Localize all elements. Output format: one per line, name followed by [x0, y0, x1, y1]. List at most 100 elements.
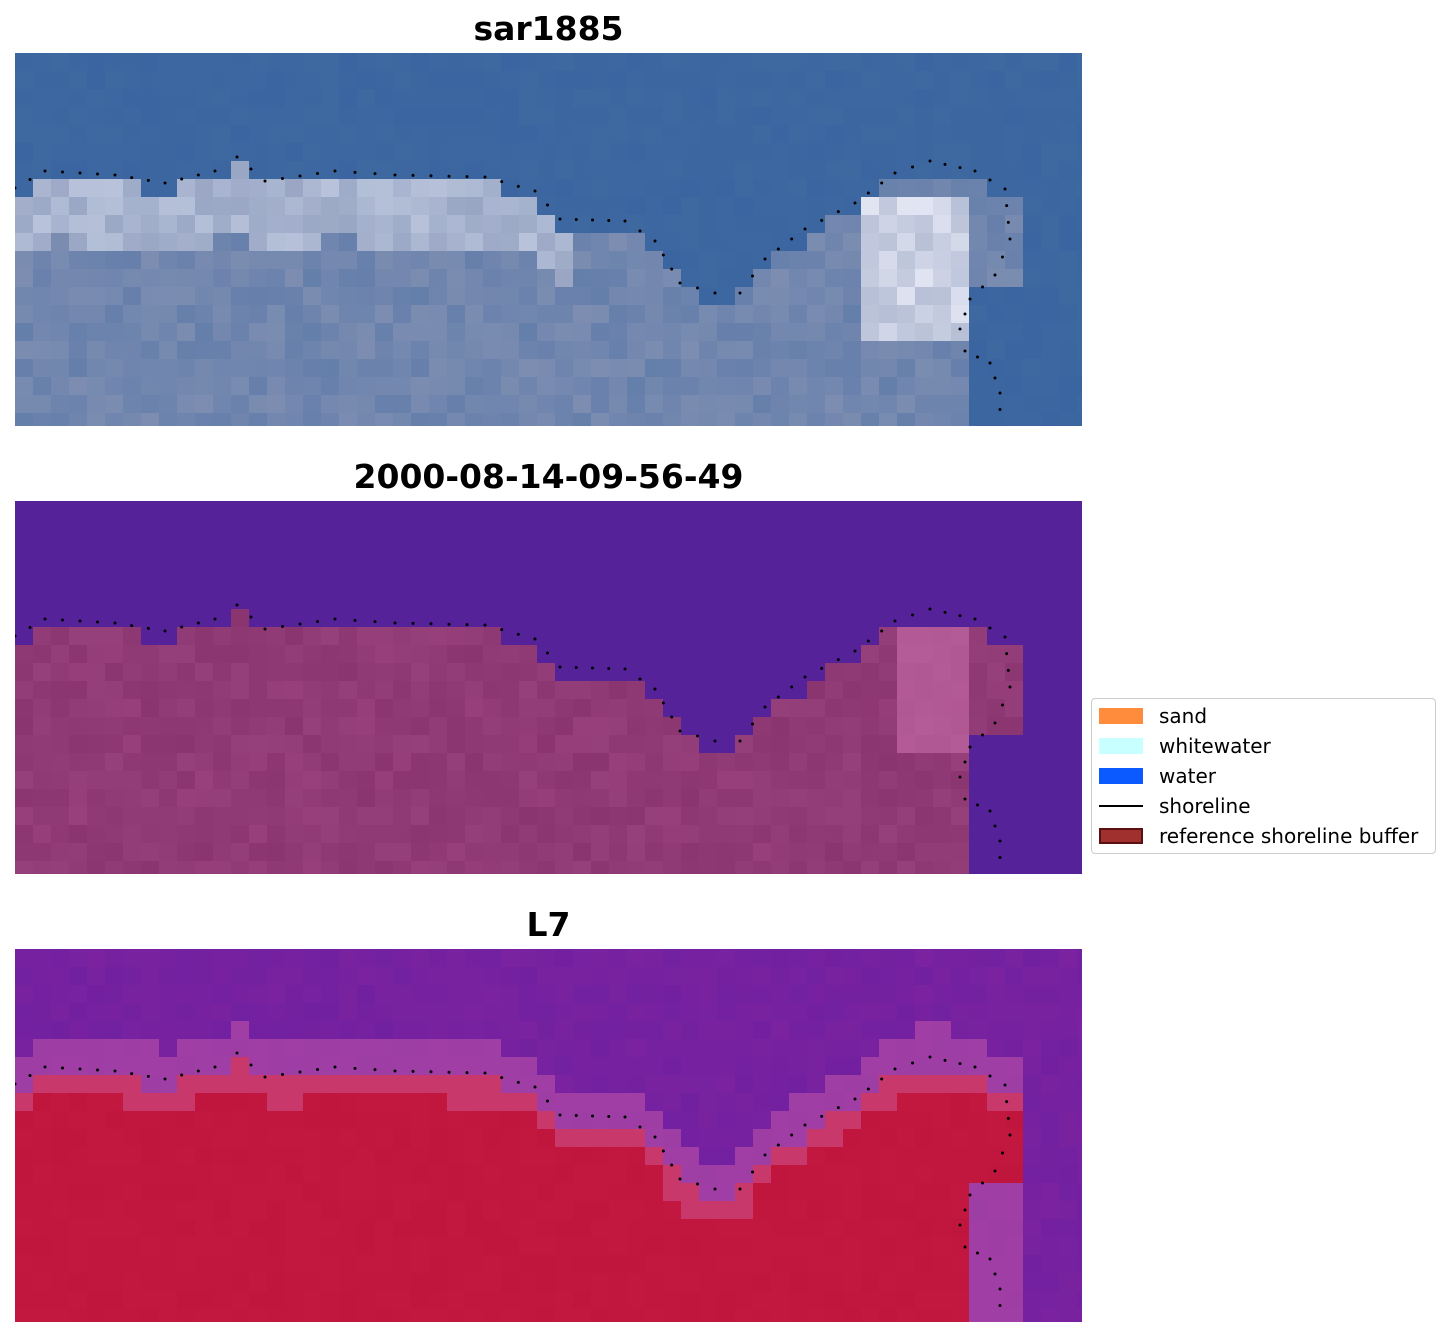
raster-pixel [699, 843, 718, 862]
raster-pixel [15, 341, 34, 360]
raster-pixel [303, 1057, 322, 1076]
raster-pixel [879, 251, 898, 270]
raster-pixel [195, 71, 214, 90]
raster-pixel [969, 735, 988, 754]
raster-pixel [879, 1021, 898, 1040]
raster-pixel [1059, 1057, 1078, 1076]
shoreline-point [928, 1055, 932, 1059]
raster-pixel [249, 1111, 268, 1130]
raster-pixel [951, 1255, 970, 1274]
raster-pixel [915, 1147, 934, 1166]
raster-pixel [465, 341, 484, 360]
raster-pixel [447, 1111, 466, 1130]
raster-pixel [411, 395, 430, 414]
raster-pixel [699, 1165, 718, 1184]
raster-pixel [483, 573, 502, 592]
raster-pixel [663, 125, 682, 144]
raster-pixel [1023, 699, 1042, 718]
raster-pixel [681, 789, 700, 808]
raster-pixel [753, 1075, 772, 1094]
raster-pixel [969, 305, 988, 324]
raster-pixel [321, 287, 340, 306]
raster-pixel [609, 161, 628, 180]
raster-pixel [177, 125, 196, 144]
raster-pixel [1041, 1111, 1060, 1130]
raster-pixel [483, 413, 502, 426]
raster-pixel [555, 107, 574, 126]
raster-pixel [285, 1255, 304, 1274]
raster-pixel [807, 1093, 826, 1112]
raster-pixel [15, 1255, 34, 1274]
raster-pixel [195, 949, 214, 968]
raster-pixel [213, 215, 232, 234]
raster-pixel [69, 143, 88, 162]
raster-pixel [879, 341, 898, 360]
raster-pixel [933, 843, 952, 862]
raster-pixel [627, 1255, 646, 1274]
raster-pixel [879, 1147, 898, 1166]
raster-pixel [789, 537, 808, 556]
raster-pixel [987, 377, 1006, 396]
raster-pixel [357, 663, 376, 682]
raster-pixel [699, 681, 718, 700]
raster-pixel [717, 287, 736, 306]
water-swatch [1099, 768, 1143, 784]
raster-pixel [897, 681, 916, 700]
raster-pixel [357, 323, 376, 342]
shoreline-point [976, 803, 979, 807]
raster-pixel [231, 107, 250, 126]
raster-pixel [285, 251, 304, 270]
raster-pixel [465, 359, 484, 378]
raster-pixel [195, 985, 214, 1004]
raster-pixel [1059, 591, 1078, 610]
raster-pixel [1023, 233, 1042, 252]
raster-pixel [987, 537, 1006, 556]
raster-pixel [1005, 359, 1024, 378]
shoreline-point [943, 162, 947, 166]
raster-pixel [789, 1255, 808, 1274]
shoreline-point [78, 1067, 82, 1071]
raster-pixel [591, 861, 610, 874]
shoreline-point [738, 1187, 742, 1191]
raster-pixel [807, 161, 826, 180]
raster-pixel [177, 215, 196, 234]
raster-pixel [411, 663, 430, 682]
raster-pixel [195, 967, 214, 986]
raster-pixel [555, 807, 574, 826]
raster-pixel [141, 287, 160, 306]
raster-pixel [195, 269, 214, 288]
raster-pixel [789, 519, 808, 538]
raster-pixel [213, 519, 232, 538]
raster-pixel [1041, 1129, 1060, 1148]
raster-pixel [393, 949, 412, 968]
raster-pixel [483, 699, 502, 718]
raster-pixel [123, 125, 142, 144]
raster-pixel [663, 949, 682, 968]
shoreline-point [180, 177, 184, 181]
raster-pixel [501, 1003, 520, 1022]
raster-pixel [465, 501, 484, 520]
raster-pixel [393, 1219, 412, 1238]
raster-pixel [753, 89, 772, 108]
raster-pixel [1023, 681, 1042, 700]
raster-pixel [987, 1219, 1006, 1238]
raster-pixel [123, 395, 142, 414]
raster-pixel [663, 71, 682, 90]
raster-pixel [987, 1237, 1006, 1256]
raster-pixel [195, 107, 214, 126]
shoreline-point [113, 1069, 117, 1073]
raster-pixel [969, 1003, 988, 1022]
shoreline-point [78, 619, 82, 623]
raster-pixel [267, 967, 286, 986]
raster-pixel [1041, 1291, 1060, 1310]
raster-pixel [267, 591, 286, 610]
raster-pixel [771, 1255, 790, 1274]
raster-pixel [591, 537, 610, 556]
shoreline-point [316, 172, 319, 175]
raster-pixel [879, 359, 898, 378]
raster-pixel [735, 985, 754, 1004]
raster-pixel [51, 71, 70, 90]
raster-pixel [987, 1201, 1006, 1220]
raster-pixel [537, 269, 556, 288]
raster-pixel [213, 413, 232, 426]
